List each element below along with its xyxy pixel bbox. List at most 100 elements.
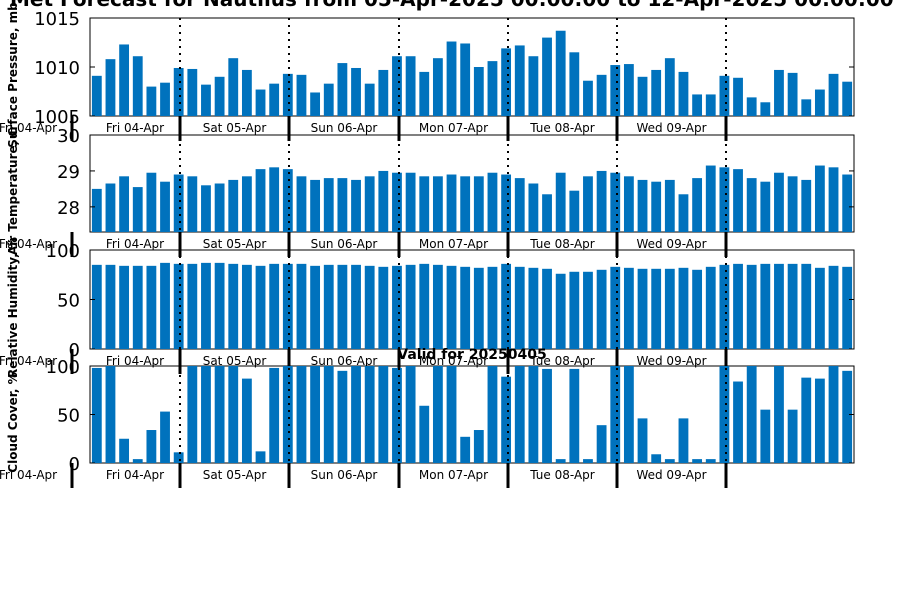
bar: [528, 183, 539, 232]
bar: [842, 370, 853, 463]
bar: [351, 67, 361, 116]
bar: [733, 77, 743, 116]
x-day-label: Tue 08-Apr: [529, 468, 594, 482]
bar: [487, 172, 498, 232]
bar: [692, 269, 703, 349]
bar: [173, 263, 184, 349]
bar: [760, 263, 771, 349]
bar: [351, 366, 361, 463]
x-day-label: Fri 04-Apr: [106, 121, 164, 135]
bar: [419, 71, 430, 116]
bar: [214, 262, 225, 349]
bar: [719, 75, 730, 116]
y-tick-label: 50: [57, 291, 80, 312]
bar: [269, 263, 280, 349]
x-day-label: Sun 06-Apr: [311, 354, 378, 368]
bar: [269, 83, 280, 116]
bar: [664, 268, 675, 349]
bar: [119, 44, 130, 116]
bar: [364, 176, 375, 232]
bar: [91, 188, 102, 232]
bar: [596, 170, 607, 232]
bar: [774, 366, 784, 463]
bar: [392, 265, 402, 349]
x-day-label: Wed 09-Apr: [636, 121, 706, 135]
bar: [569, 52, 580, 116]
bar: [501, 174, 512, 232]
bar: [828, 73, 839, 116]
bar: [774, 69, 784, 116]
bar: [323, 264, 334, 349]
y-tick-label: 29: [57, 162, 80, 183]
bar: [828, 265, 839, 349]
bar: [446, 366, 457, 463]
bar: [255, 169, 266, 232]
bar: [528, 56, 539, 116]
bar: [514, 266, 525, 349]
y-tick-label: 0: [69, 454, 80, 475]
bar: [187, 176, 198, 232]
bar: [405, 56, 416, 116]
bar: [310, 179, 321, 232]
bar: [542, 37, 552, 116]
x-day-label: Mon 07-Apr: [419, 468, 488, 482]
bar: [364, 366, 375, 463]
x-day-label: Wed 09-Apr: [636, 468, 706, 482]
bar: [719, 167, 730, 232]
bar: [760, 409, 771, 463]
bar: [269, 167, 280, 232]
bar: [760, 102, 771, 116]
x-day-label: Mon 07-Apr: [419, 121, 488, 135]
bar: [146, 86, 157, 116]
bar: [432, 176, 443, 232]
bar: [514, 366, 525, 463]
bar: [146, 172, 157, 232]
bar: [705, 165, 716, 232]
bar: [310, 92, 321, 116]
bar: [555, 30, 566, 117]
bar: [105, 59, 116, 116]
bar: [351, 264, 361, 349]
bar: [528, 366, 539, 463]
bar: [814, 267, 825, 349]
bar: [255, 451, 266, 463]
bar: [664, 58, 675, 116]
bar: [364, 265, 375, 349]
bar: [678, 267, 689, 349]
bar: [228, 58, 239, 116]
bar: [473, 430, 484, 463]
bar: [542, 368, 552, 463]
x-day-label: Tue 08-Apr: [529, 121, 594, 135]
bar: [296, 366, 307, 463]
bar: [733, 169, 743, 232]
bar: [801, 377, 812, 463]
x-start-label: Fri 04-Apr: [0, 354, 57, 368]
bar: [187, 68, 198, 116]
bar: [187, 263, 198, 349]
bar: [596, 74, 607, 116]
bar: [610, 266, 621, 349]
bar: [241, 176, 252, 232]
bar: [337, 370, 348, 463]
bar: [746, 178, 757, 232]
bar: [405, 172, 416, 232]
bar: [514, 45, 525, 116]
bar: [337, 178, 348, 232]
bar: [160, 181, 170, 232]
bar: [201, 366, 211, 463]
bar: [501, 48, 512, 116]
bar: [569, 368, 580, 463]
bar: [842, 81, 853, 116]
bar: [446, 174, 457, 232]
y-axis-label: Relative Humidity, %: [6, 237, 20, 378]
bar: [405, 366, 416, 463]
bar: [719, 366, 730, 463]
bar: [514, 178, 525, 232]
bar: [296, 263, 307, 349]
x-start-label: Fri 04-Apr: [0, 237, 57, 251]
bar: [542, 194, 552, 232]
y-tick-label: 100: [46, 357, 80, 378]
bar: [733, 263, 743, 349]
